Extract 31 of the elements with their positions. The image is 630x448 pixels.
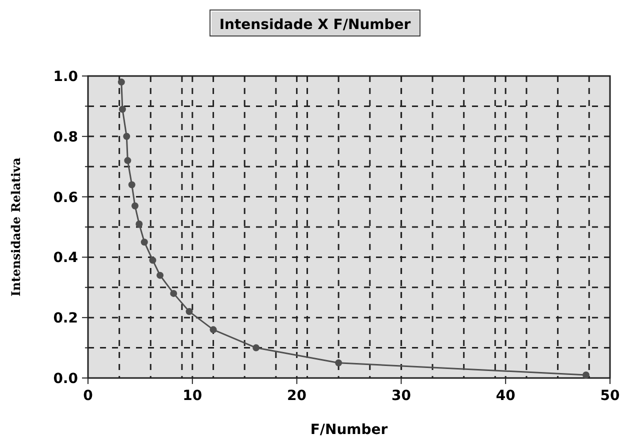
point	[123, 132, 130, 140]
x-axis-title: F/Number	[310, 422, 388, 438]
x-tick-label: 50	[600, 388, 620, 404]
point	[582, 371, 590, 378]
point	[118, 106, 126, 113]
point	[170, 290, 178, 297]
y-tick-label: 0.8	[53, 129, 78, 146]
point	[140, 238, 148, 246]
point	[252, 344, 260, 352]
point	[156, 272, 164, 279]
x-tick-label: 10	[182, 388, 202, 404]
point	[124, 157, 132, 164]
x-tick-label: 0	[83, 388, 94, 404]
y-tick-label: 0.0	[53, 371, 78, 387]
point	[136, 220, 143, 228]
point	[210, 326, 217, 334]
y-tick-label: 1.0	[53, 69, 78, 85]
point	[131, 202, 138, 210]
y-tick-label: 0.4	[53, 250, 78, 266]
y-tick-label: 0.6	[53, 190, 78, 206]
x-tick-label: 30	[391, 388, 412, 404]
point	[335, 359, 342, 366]
point	[128, 181, 136, 188]
x-tick-label: 20	[287, 388, 307, 404]
point	[118, 78, 125, 86]
x-tick-label: 40	[496, 388, 516, 404]
y-tick-label: 0.2	[53, 310, 78, 327]
y-axis-title: Intensidade Relativa	[9, 157, 23, 296]
point	[186, 308, 193, 316]
chart-title: Intensidade X F/Number	[219, 17, 411, 33]
point	[149, 256, 156, 264]
